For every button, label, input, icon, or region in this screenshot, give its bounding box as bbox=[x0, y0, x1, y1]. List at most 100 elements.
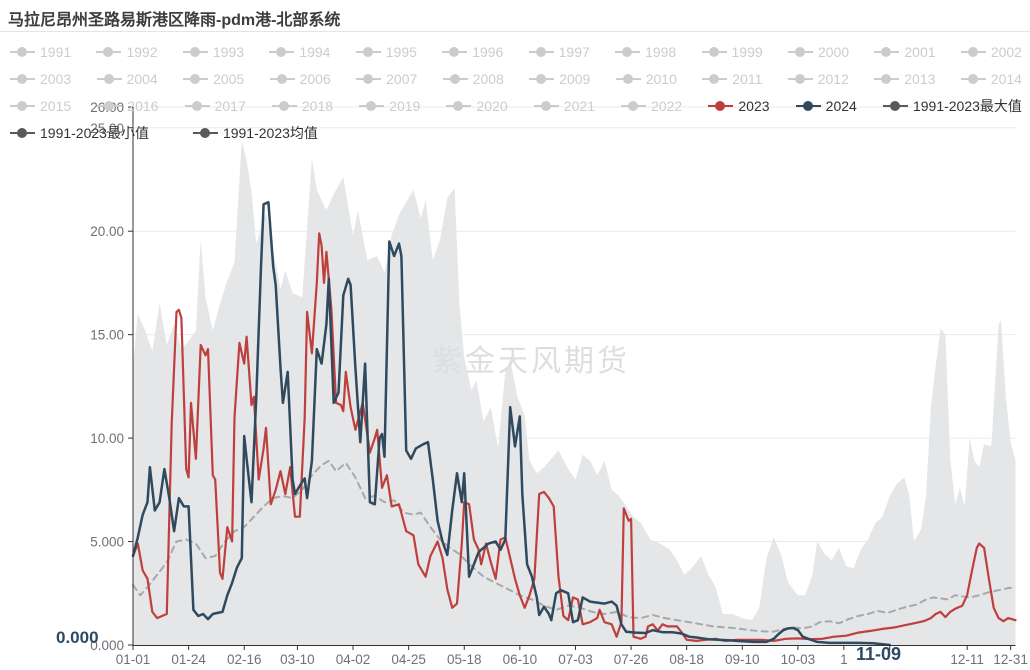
legend-item-1999[interactable]: 1999 bbox=[701, 45, 763, 59]
legend-line-dot-icon bbox=[356, 73, 382, 84]
x-axis-label: 09-10 bbox=[725, 652, 760, 667]
legend-item-2012[interactable]: 2012 bbox=[787, 72, 849, 86]
legend-item-label: 2021 bbox=[563, 97, 595, 114]
legend-item-label: 1993 bbox=[212, 43, 245, 60]
legend-item-label: 2002 bbox=[990, 43, 1022, 60]
title-divider bbox=[0, 31, 1030, 32]
legend-item-2018[interactable]: 2018 bbox=[271, 97, 334, 114]
legend-item-label: 2015 bbox=[40, 97, 72, 114]
legend-item-2007[interactable]: 2007 bbox=[356, 72, 417, 86]
legend-item-2015[interactable]: 2015 bbox=[10, 99, 71, 113]
legend-item-2017[interactable]: 2017 bbox=[184, 99, 246, 113]
legend-item-1991-2023[interactable]: 1991-2023均值 bbox=[192, 126, 318, 140]
axis-pointer-y-label: 0.000 bbox=[56, 628, 99, 647]
series-band-maxmin bbox=[133, 140, 1016, 645]
legend-line-dot-icon bbox=[874, 73, 900, 84]
legend-line-dot-icon bbox=[528, 46, 554, 57]
legend-item-2023[interactable]: 2023 bbox=[708, 97, 770, 114]
legend-item-2000[interactable]: 2000 bbox=[787, 45, 849, 59]
legend-item-1994[interactable]: 1994 bbox=[269, 45, 330, 59]
legend-item-label: 2023 bbox=[738, 97, 770, 114]
legend-line-dot-icon bbox=[10, 73, 35, 84]
legend-item-1995[interactable]: 1995 bbox=[355, 43, 417, 60]
x-axis-label: 04-02 bbox=[336, 652, 371, 667]
legend-item-label: 2020 bbox=[476, 97, 508, 114]
legend-item-2011[interactable]: 2011 bbox=[702, 72, 762, 86]
legend-item-2020[interactable]: 2020 bbox=[446, 97, 508, 114]
legend-line-dot-icon bbox=[97, 100, 123, 111]
legend-item-2024[interactable]: 2024 bbox=[795, 99, 857, 113]
legend-line-dot-icon bbox=[10, 127, 35, 138]
legend-item-2002[interactable]: 2002 bbox=[960, 43, 1022, 60]
legend-item-2010[interactable]: 2010 bbox=[615, 70, 677, 87]
legend-line-dot-icon bbox=[701, 46, 727, 57]
legend-item-2009[interactable]: 2009 bbox=[529, 72, 590, 86]
legend-line-dot-icon bbox=[882, 100, 908, 111]
legend-item-2001[interactable]: 2001 bbox=[874, 45, 936, 59]
y-axis-label: 0.000 bbox=[90, 638, 124, 653]
legend-item-1991[interactable]: 1991 bbox=[10, 45, 71, 59]
legend-item-2014[interactable]: 2014 bbox=[960, 72, 1022, 86]
legend-item-label: 2018 bbox=[301, 97, 334, 114]
legend-item-1991-2023[interactable]: 1991-2023最大值 bbox=[882, 97, 1022, 114]
legend-item-label: 1998 bbox=[645, 43, 677, 60]
x-axis-label: 01-01 bbox=[116, 652, 151, 667]
legend-item-label: 2022 bbox=[651, 97, 683, 114]
legend-line-dot-icon bbox=[96, 46, 122, 57]
legend-item-label: 2019 bbox=[389, 97, 421, 114]
legend-item-label: 2007 bbox=[386, 70, 418, 87]
y-axis-label: 25.00 bbox=[90, 121, 124, 136]
legend-item-label: 1996 bbox=[472, 43, 504, 60]
x-axis-label: 04-25 bbox=[391, 652, 426, 667]
legend-line-dot-icon bbox=[787, 73, 813, 84]
legend-line-dot-icon bbox=[615, 46, 641, 57]
legend-item-2016[interactable]: 2016 bbox=[97, 99, 158, 113]
legend-item-label: 1991-2023最小值 bbox=[40, 124, 149, 141]
legend-line-dot-icon bbox=[621, 100, 647, 111]
legend-line-dot-icon bbox=[10, 46, 35, 57]
legend-item-label: 1991 bbox=[40, 43, 72, 60]
legend-item-label: 2008 bbox=[472, 70, 504, 87]
legend-item-2006[interactable]: 2006 bbox=[269, 72, 331, 86]
legend-item-label: 2011 bbox=[732, 70, 763, 87]
legend-line-dot-icon bbox=[96, 73, 122, 84]
legend-item-2013[interactable]: 2013 bbox=[874, 72, 935, 86]
series-line-year-2024 bbox=[131, 200, 892, 647]
legend-item-label: 1991-2023最大值 bbox=[912, 97, 1022, 114]
x-axis-label: 07-26 bbox=[614, 652, 649, 667]
legend-item-2008[interactable]: 2008 bbox=[442, 70, 504, 87]
legend-item-label: 2005 bbox=[213, 70, 245, 87]
legend-item-2003[interactable]: 2003 bbox=[10, 72, 71, 86]
y-axis-label: 10.00 bbox=[90, 431, 124, 446]
x-axis-label: 07-03 bbox=[558, 652, 593, 667]
y-axis-label: 20.00 bbox=[90, 224, 124, 239]
legend-item-label: 2003 bbox=[40, 70, 72, 87]
legend-item-2005[interactable]: 2005 bbox=[183, 72, 244, 86]
legend-item-label: 2010 bbox=[645, 70, 677, 87]
legend-item-1998[interactable]: 1998 bbox=[615, 45, 676, 59]
legend-item-1992[interactable]: 1992 bbox=[96, 43, 158, 60]
x-axis-label: 02-16 bbox=[227, 652, 262, 667]
y-axis-label: 15.00 bbox=[90, 328, 124, 343]
axis-pointer-x-label: 11-09 bbox=[856, 644, 902, 664]
legend-item-2022[interactable]: 2022 bbox=[621, 99, 682, 113]
legend-item-2019[interactable]: 2019 bbox=[359, 99, 420, 113]
legend-item-1993[interactable]: 1993 bbox=[182, 43, 245, 60]
legend-line-dot-icon bbox=[183, 73, 209, 84]
legend-item-label: 2009 bbox=[559, 70, 591, 87]
legend-item-label: 1995 bbox=[385, 43, 417, 60]
legend-line-dot-icon bbox=[10, 100, 35, 111]
legend-item-label: 1992 bbox=[126, 43, 158, 60]
legend-item-label: 2004 bbox=[126, 70, 158, 87]
legend-item-1997[interactable]: 1997 bbox=[528, 43, 590, 60]
legend-item-2021[interactable]: 2021 bbox=[533, 97, 595, 114]
legend-line-dot-icon bbox=[269, 73, 295, 84]
legend-line-dot-icon bbox=[708, 100, 734, 111]
legend-item-1991-2023[interactable]: 1991-2023最小值 bbox=[10, 126, 149, 140]
legend-line-dot-icon bbox=[533, 100, 559, 111]
legend-item-1996[interactable]: 1996 bbox=[442, 45, 503, 59]
legend-item-label: 1997 bbox=[558, 43, 590, 60]
legend-item-2004[interactable]: 2004 bbox=[96, 70, 158, 87]
x-axis-label: 12-31 bbox=[993, 652, 1028, 667]
